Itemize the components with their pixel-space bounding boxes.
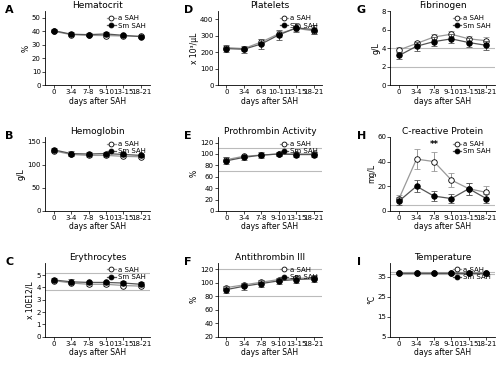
Legend: a SAH, Sm SAH: a SAH, Sm SAH bbox=[279, 14, 319, 29]
Legend: a SAH, Sm SAH: a SAH, Sm SAH bbox=[106, 14, 146, 29]
Legend: a SAH, Sm SAH: a SAH, Sm SAH bbox=[279, 266, 319, 281]
Title: Hematocrit: Hematocrit bbox=[72, 1, 122, 10]
X-axis label: days after SAH: days after SAH bbox=[242, 222, 298, 232]
Legend: a SAH, Sm SAH: a SAH, Sm SAH bbox=[106, 140, 146, 155]
Y-axis label: x 10E12/L: x 10E12/L bbox=[26, 281, 35, 319]
Text: **: ** bbox=[430, 140, 438, 149]
Text: F: F bbox=[184, 257, 192, 267]
Title: Hemoglobin: Hemoglobin bbox=[70, 127, 124, 136]
X-axis label: days after SAH: days after SAH bbox=[69, 222, 126, 232]
Text: A: A bbox=[5, 5, 14, 15]
Y-axis label: %: % bbox=[22, 44, 30, 52]
Y-axis label: g/L: g/L bbox=[372, 42, 380, 54]
Title: C-reactive Protein: C-reactive Protein bbox=[402, 127, 483, 136]
Y-axis label: %: % bbox=[190, 296, 198, 303]
Y-axis label: mg/L: mg/L bbox=[367, 164, 376, 184]
X-axis label: days after SAH: days after SAH bbox=[242, 348, 298, 357]
Text: B: B bbox=[5, 131, 14, 141]
Y-axis label: %: % bbox=[190, 170, 198, 178]
Y-axis label: °C: °C bbox=[367, 295, 376, 304]
Y-axis label: x 10³/μL: x 10³/μL bbox=[190, 33, 198, 64]
Title: Fibrinogen: Fibrinogen bbox=[419, 1, 467, 10]
Legend: a SAH, Sm SAH: a SAH, Sm SAH bbox=[106, 266, 146, 281]
X-axis label: days after SAH: days after SAH bbox=[414, 97, 471, 106]
X-axis label: days after SAH: days after SAH bbox=[69, 97, 126, 106]
X-axis label: days after SAH: days after SAH bbox=[414, 348, 471, 357]
X-axis label: days after SAH: days after SAH bbox=[69, 348, 126, 357]
Title: Antithrombin III: Antithrombin III bbox=[235, 253, 305, 262]
X-axis label: days after SAH: days after SAH bbox=[414, 222, 471, 232]
X-axis label: days after SAH: days after SAH bbox=[242, 97, 298, 106]
Text: G: G bbox=[357, 5, 366, 15]
Title: Erythrocytes: Erythrocytes bbox=[68, 253, 126, 262]
Legend: a SAH, Sm SAH: a SAH, Sm SAH bbox=[279, 140, 319, 155]
Text: I: I bbox=[357, 257, 361, 267]
Text: H: H bbox=[357, 131, 366, 141]
Title: Temperature: Temperature bbox=[414, 253, 472, 262]
Y-axis label: g/L: g/L bbox=[17, 168, 26, 180]
Text: E: E bbox=[184, 131, 192, 141]
Text: C: C bbox=[5, 257, 14, 267]
Text: D: D bbox=[184, 5, 194, 15]
Legend: a SAH, Sm SAH: a SAH, Sm SAH bbox=[452, 140, 492, 155]
Legend: a SAH, Sm SAH: a SAH, Sm SAH bbox=[452, 14, 492, 29]
Title: Platelets: Platelets bbox=[250, 1, 290, 10]
Legend: a SAH, Sm SAH: a SAH, Sm SAH bbox=[452, 266, 492, 281]
Title: Prothrombin Activity: Prothrombin Activity bbox=[224, 127, 316, 136]
